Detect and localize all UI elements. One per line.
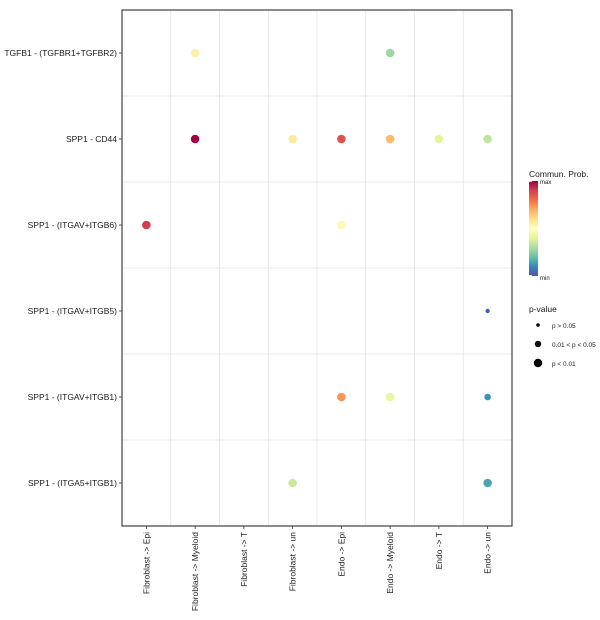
size-legend-dot-medium xyxy=(534,340,542,348)
x-axis: Fibroblast -> Epi Fibroblast -> Myeloid Fi… xyxy=(141,526,493,611)
x-tick-label: Endo -> Myeloid xyxy=(385,532,395,594)
data-point xyxy=(337,392,346,402)
size-legend: p-value p > 0.05 0.01 < p < 0.05 p < 0.0… xyxy=(529,304,596,368)
data-point xyxy=(483,478,492,488)
y-axis: TGFB1 - (TGFBR1+TGFBR2) SPP1 - CD44 SPP1 -… xyxy=(4,48,122,488)
size-legend-dot-small xyxy=(536,323,540,327)
y-tick-label: SPP1 - (ITGAV+ITGB6) xyxy=(28,220,118,230)
data-point xyxy=(484,393,491,401)
data-point xyxy=(483,134,492,144)
y-tick-label: SPP1 - (ITGAV+ITGB5) xyxy=(28,306,118,316)
x-tick-label: Fibroblast -> T xyxy=(239,532,249,587)
color-legend-bar xyxy=(529,181,538,276)
data-point xyxy=(385,392,395,402)
y-tick-label: SPP1 - (ITGA5+ITGB1) xyxy=(28,478,117,488)
data-point xyxy=(190,48,200,58)
x-tick-label: Fibroblast -> un xyxy=(288,532,298,592)
x-tick-label: Endo -> T xyxy=(434,532,444,569)
plot-panel-border xyxy=(121,9,513,527)
y-tick-label: SPP1 - CD44 xyxy=(66,134,117,144)
size-legend-label-2: 0.01 < p < 0.05 xyxy=(552,342,596,349)
y-tick-label: TGFB1 - (TGFBR1+TGFBR2) xyxy=(4,48,117,58)
x-tick-label: Fibroblast -> Epi xyxy=(141,532,151,594)
data-point xyxy=(337,134,346,144)
x-tick-label: Endo -> Epi xyxy=(336,532,346,577)
data-point xyxy=(434,134,444,144)
data-point xyxy=(385,134,395,144)
data-point xyxy=(485,308,490,314)
color-legend-max-label: max xyxy=(540,180,551,186)
size-legend-dot-large xyxy=(533,358,543,368)
data-point xyxy=(190,134,200,144)
y-tick-label: SPP1 - (ITGAV+ITGB1) xyxy=(28,392,118,402)
size-legend-label-1: p > 0.05 xyxy=(552,323,576,330)
data-point xyxy=(288,478,297,488)
grid-lines xyxy=(122,10,512,526)
color-legend-min-label: min xyxy=(540,276,550,282)
data-points xyxy=(142,48,492,488)
x-tick-label: Fibroblast -> Myeloid xyxy=(190,532,200,611)
data-point xyxy=(288,134,297,144)
x-tick-label: Endo -> un xyxy=(483,532,493,574)
data-point xyxy=(385,48,395,58)
data-point xyxy=(142,220,151,230)
data-point xyxy=(337,220,346,230)
size-legend-title: p-value xyxy=(529,304,557,314)
color-legend: Commun. Prob. max min xyxy=(529,169,589,282)
color-legend-title: Commun. Prob. xyxy=(529,169,589,179)
size-legend-label-3: p < 0.01 xyxy=(552,361,576,368)
